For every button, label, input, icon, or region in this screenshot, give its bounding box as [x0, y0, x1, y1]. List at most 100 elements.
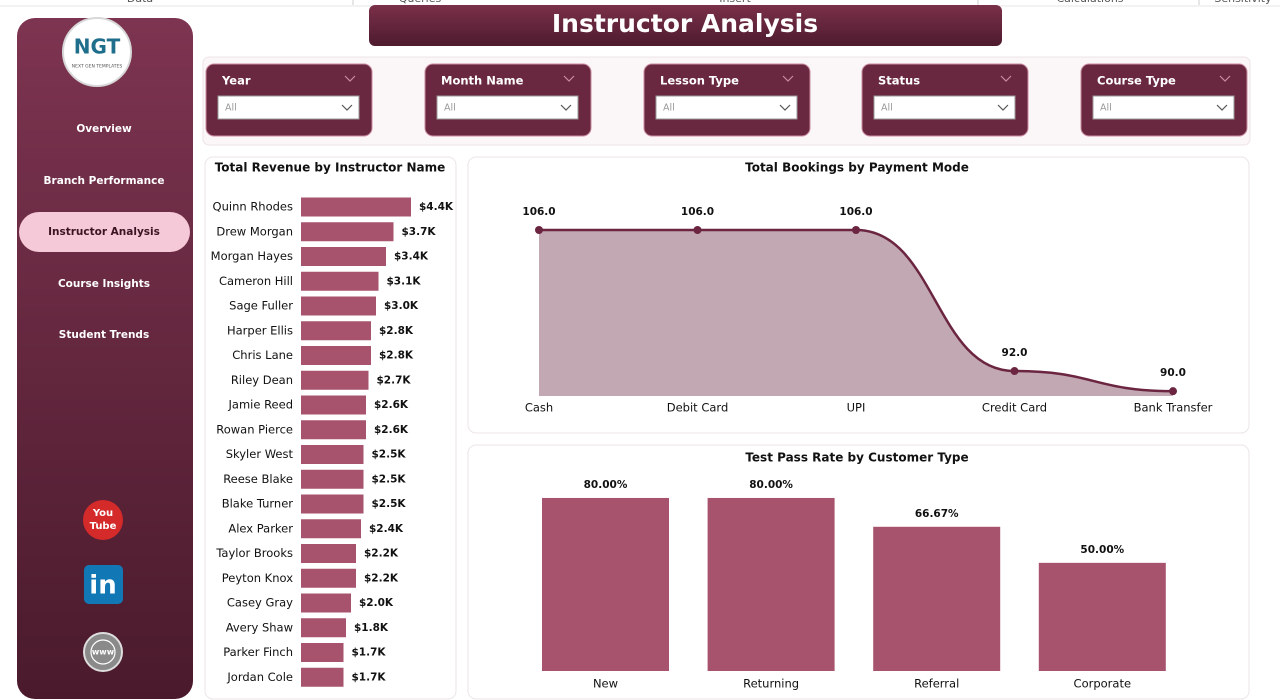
filter-label: Year — [221, 74, 251, 88]
youtube-icon[interactable] — [83, 500, 123, 540]
nav-item[interactable]: Instructor Analysis — [48, 226, 160, 238]
data-label: 80.00% — [584, 479, 628, 491]
data-label: $3.1K — [387, 275, 422, 287]
bar — [301, 370, 369, 390]
x-tick-label: Bank Transfer — [1134, 401, 1213, 415]
filter-dropdown[interactable] — [436, 95, 579, 120]
bar — [707, 497, 835, 671]
data-label: $3.4K — [394, 251, 429, 263]
youtube-text: Tube — [90, 521, 117, 532]
chevron — [997, 104, 1009, 111]
filter-dropdown[interactable] — [1092, 95, 1235, 120]
bar — [301, 568, 356, 588]
data-label: 50.00% — [1080, 544, 1124, 556]
y-tick-label: Avery Shaw — [226, 620, 293, 634]
chevron — [782, 75, 794, 82]
y-tick-label: Jordan Cole — [226, 670, 293, 684]
data-label: 80.00% — [749, 479, 793, 491]
data-label: $2.5K — [372, 449, 407, 461]
line — [538, 228, 1174, 393]
data-label: 106.0 — [681, 206, 714, 218]
chevron — [1219, 75, 1231, 82]
data-label: $1.7K — [352, 647, 387, 659]
y-tick-label: Reese Blake — [223, 472, 293, 486]
bar — [301, 296, 376, 316]
filter-value: All — [881, 103, 893, 114]
logo — [62, 17, 132, 87]
filter-label: Course Type — [1097, 74, 1176, 88]
data-label: $2.7K — [377, 374, 412, 386]
data-label: 92.0 — [1002, 347, 1028, 359]
menu-item[interactable]: Data — [127, 0, 153, 5]
data-label: 106.0 — [839, 206, 872, 218]
filter-dropdown[interactable] — [217, 95, 360, 120]
y-tick-label: Blake Turner — [222, 497, 294, 511]
nav-item[interactable]: Student Trends — [59, 329, 149, 341]
x-tick-label: Debit Card — [667, 401, 729, 415]
chart-title: Total Bookings by Payment Mode — [745, 161, 969, 175]
nav-item[interactable]: Branch Performance — [44, 175, 165, 187]
bar — [301, 321, 371, 341]
data-label: $2.5K — [372, 498, 407, 510]
logo-mark: NGT — [74, 35, 121, 59]
y-tick-label: Jamie Reed — [228, 398, 294, 412]
y-tick-label: Morgan Hayes — [211, 249, 293, 263]
data-label: $2.2K — [364, 572, 399, 584]
title-banner — [369, 5, 1002, 46]
linkedin-icon[interactable] — [84, 565, 123, 604]
point — [1010, 367, 1019, 376]
bar — [301, 494, 364, 514]
filter-label: Status — [878, 74, 920, 88]
y-tick-label: Alex Parker — [228, 521, 293, 535]
page-title: Instructor Analysis — [552, 9, 818, 38]
y-tick-label: Quinn Rhodes — [213, 200, 293, 214]
bar — [301, 395, 366, 415]
bar — [301, 618, 346, 638]
y-tick-label: Parker Finch — [223, 645, 293, 659]
x-tick-label: Returning — [743, 677, 799, 691]
data-label: 66.67% — [915, 508, 959, 520]
sidebar — [17, 18, 193, 699]
menu-item[interactable]: Insert — [719, 0, 751, 5]
x-tick-label: Credit Card — [982, 401, 1047, 415]
bar — [301, 222, 394, 242]
filter-value: All — [225, 103, 237, 114]
chevron — [563, 75, 575, 82]
chevron — [341, 104, 353, 111]
area — [539, 230, 1173, 396]
bar — [873, 526, 1001, 671]
data-label: $2.4K — [369, 523, 404, 535]
y-tick-label: Riley Dean — [231, 373, 293, 387]
chevron — [779, 104, 791, 111]
filter-value: All — [444, 103, 456, 114]
data-label: $2.8K — [379, 325, 414, 337]
point — [693, 226, 702, 234]
x-tick-label: Referral — [914, 677, 959, 691]
chart-title: Test Pass Rate by Customer Type — [745, 451, 968, 465]
data-label: $1.7K — [352, 671, 387, 683]
bar — [301, 469, 364, 489]
nav-active[interactable] — [19, 212, 190, 252]
filter-dropdown[interactable] — [873, 95, 1016, 120]
nav-item[interactable]: Overview — [76, 123, 132, 135]
filter-label: Lesson Type — [660, 74, 739, 88]
bar — [301, 519, 361, 539]
menu-item[interactable]: Sensitivity — [1214, 0, 1272, 5]
bar — [301, 544, 356, 563]
nav-item[interactable]: Course Insights — [58, 278, 150, 290]
y-tick-label: Taylor Brooks — [215, 546, 293, 560]
filter-dropdown[interactable] — [655, 95, 798, 120]
web-icon[interactable] — [83, 632, 123, 672]
x-tick-label: UPI — [847, 401, 866, 415]
menu-item[interactable]: Calculations — [1056, 0, 1123, 5]
x-tick-label: Corporate — [1074, 677, 1132, 691]
data-label: $1.8K — [354, 622, 389, 634]
youtube-text: You — [92, 508, 113, 519]
menu-item[interactable]: Queries — [399, 0, 442, 5]
y-tick-label: Skyler West — [226, 447, 294, 461]
y-tick-label: Drew Morgan — [216, 224, 293, 238]
data-label: $4.4K — [419, 201, 454, 213]
data-label: $3.7K — [402, 226, 437, 238]
bar — [301, 643, 344, 662]
